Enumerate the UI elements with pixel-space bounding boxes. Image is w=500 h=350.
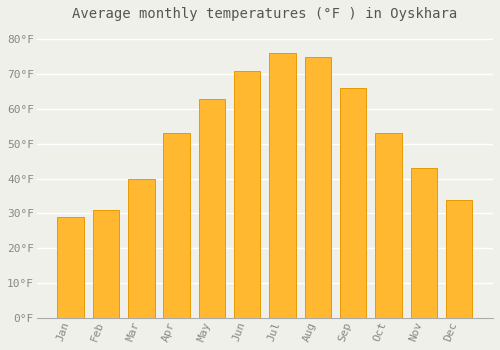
- Title: Average monthly temperatures (°F ) in Oyskhara: Average monthly temperatures (°F ) in Oy…: [72, 7, 458, 21]
- Bar: [446, 199, 472, 318]
- Bar: [375, 133, 402, 318]
- Bar: [198, 99, 225, 318]
- Bar: [410, 168, 437, 318]
- Bar: [304, 57, 331, 318]
- Bar: [340, 88, 366, 318]
- Bar: [93, 210, 120, 318]
- Bar: [58, 217, 84, 318]
- Bar: [270, 54, 296, 318]
- Bar: [128, 178, 154, 318]
- Bar: [164, 133, 190, 318]
- Bar: [234, 71, 260, 318]
